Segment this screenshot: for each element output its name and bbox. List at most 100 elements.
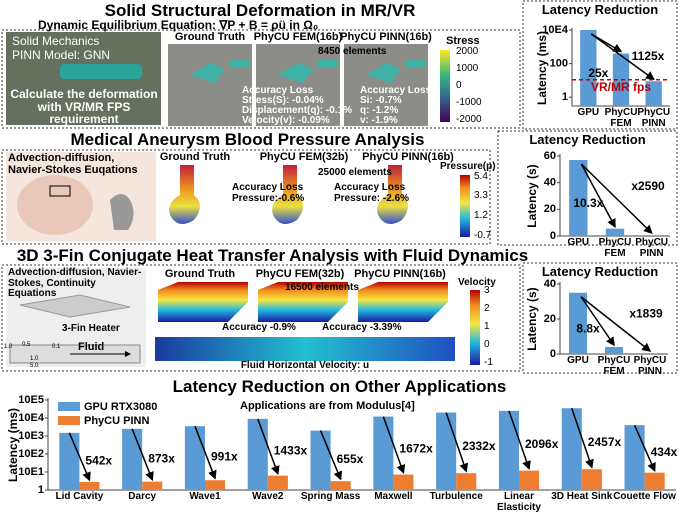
y-tick-label: 10E3: [18, 430, 44, 442]
ratio-label: 2457x: [588, 435, 622, 449]
bar: [142, 482, 162, 490]
y-tick-label: 10E2: [18, 448, 44, 460]
x-tick-label: PhyCU FEM: [597, 238, 634, 259]
legend-label: GPU RTX3080: [84, 401, 157, 413]
bar: [248, 419, 268, 490]
colorbar-tick: 2000: [456, 47, 478, 58]
chart-title: Latency Reduction: [498, 133, 677, 147]
x-tick-label: GPU: [560, 356, 596, 367]
ratio-label: 2096x: [525, 437, 559, 451]
bar: [605, 347, 623, 354]
bar: [122, 429, 142, 490]
accuracy: Velocity(v): -0.09%: [242, 116, 330, 127]
dimension: 0.1: [52, 344, 60, 350]
ratio-label: 10.3x: [573, 196, 603, 210]
ratio-label: 1125x: [632, 49, 665, 63]
y-tick-label: 100: [550, 58, 568, 70]
colorbar-tick: -1: [484, 358, 493, 369]
x-tick-label: PhyCU PINN: [633, 238, 670, 259]
ratio-label: 8.8x: [576, 322, 600, 336]
ratio-label: 873x: [148, 451, 175, 465]
colorbar-label: Velocity: [458, 278, 496, 289]
column-label: PhyCU FEM(16b): [248, 32, 348, 44]
ratio-label: 1672x: [399, 442, 433, 456]
bar: [205, 480, 225, 490]
dimension: 1.0: [30, 356, 38, 362]
bar: [185, 426, 205, 490]
diagram-label: 3-Fin Heater: [62, 324, 120, 335]
y-tick-label: 0: [550, 230, 556, 242]
ratio-label: 542x: [85, 454, 112, 468]
colorbar-tick: 0: [456, 81, 462, 92]
legend-label: PhyCU PINN: [84, 415, 149, 427]
legend-swatch: [58, 402, 80, 411]
y-tick-label: 10E1: [18, 466, 44, 478]
intro-text: PINN Model: GNN: [12, 49, 110, 62]
intro-text: Solid Mechanics: [12, 35, 99, 48]
bar: [311, 431, 331, 490]
chart-title: Latency Reduction: [523, 265, 677, 279]
ratio-label: 2332x: [462, 439, 496, 453]
colorbar-tick: 3.3: [474, 191, 488, 202]
x-tick-label: Darcy: [111, 492, 174, 503]
bar: [645, 473, 665, 490]
column-label: Ground Truth: [160, 32, 260, 44]
x-tick-label: Linear Elasticity: [488, 492, 551, 513]
y-tick-label: 40: [544, 278, 556, 290]
colorbar-tick: 2: [484, 304, 490, 315]
colorbar-tick: -2000: [456, 115, 482, 126]
diagram-label: Fluid: [78, 342, 104, 354]
y-tick-label: 1: [562, 91, 568, 103]
accuracy: Accuracy Loss: [232, 183, 303, 194]
accuracy: Pressure: -2.6%: [334, 194, 409, 205]
y-axis-label: Latency (ms): [535, 31, 549, 105]
legend-swatch: [58, 416, 80, 425]
intro-text: Calculate the deformation with VR/MR FPS…: [10, 88, 158, 126]
colorbar-tick: 1000: [456, 64, 478, 75]
column-label: PhyCU FEM(32b): [254, 152, 354, 164]
ratio-label: 991x: [211, 449, 238, 463]
x-tick-label: Turbulence: [425, 492, 488, 503]
intro-text: Advection-diffusion, Navier-Stokes Euqat…: [8, 153, 153, 176]
y-tick-label: 20: [544, 203, 556, 215]
y-tick-label: 10E4: [542, 24, 569, 36]
ratio-label: 434x: [651, 445, 678, 459]
ratio-label: 25x: [588, 66, 608, 80]
equation: Dynamic Equilibrium Equation: ∇P + B = ρ…: [38, 19, 318, 32]
bar: [436, 413, 456, 490]
y-tick-label: 0: [550, 348, 556, 360]
colorbar-tick: -0.7: [474, 231, 491, 242]
colorbar-tick: 0: [484, 340, 490, 351]
bar: [456, 473, 476, 490]
ratio-label: 1433x: [274, 443, 308, 457]
y-tick-label: 1: [38, 484, 44, 496]
threshold-label: VR/MR fps: [591, 80, 651, 94]
y-tick-label: 40: [544, 177, 556, 189]
ratio-label: 655x: [337, 452, 364, 466]
elements: 8450 elements: [318, 47, 386, 58]
x-tick-label: PhyCU FEM: [605, 108, 638, 129]
colorbar-tick: 1.2: [474, 211, 488, 222]
colorbar-tick: 3: [484, 286, 490, 297]
accuracy: Accuracy Loss: [334, 183, 405, 194]
accuracy: v: -1.9%: [360, 116, 398, 127]
bar: [606, 229, 624, 236]
colorbar-tick: 1: [484, 322, 490, 333]
x-tick-label: Maxwell: [362, 492, 425, 503]
y-tick-label: 60: [544, 150, 556, 162]
column-label: PhyCU PINN(16b): [336, 32, 436, 44]
intro-text: Advection-diffusion, Navier-Stokes, Cont…: [8, 268, 146, 300]
bar: [79, 482, 99, 490]
bar: [331, 481, 351, 490]
x-tick-label: GPU: [572, 108, 605, 119]
accuracy: Pressure:-0.6%: [232, 194, 304, 205]
ratio-label: x2590: [631, 179, 665, 193]
elements: 16500 elements: [285, 283, 359, 294]
bar: [59, 433, 79, 490]
x-tick-label: Couette Flow: [613, 492, 676, 503]
accuracy: Accuracy -0.9%: [222, 323, 296, 334]
x-tick-label: Wave1: [174, 492, 237, 503]
bar: [268, 476, 288, 490]
ratio-label: x1839: [629, 306, 663, 320]
panel-title: Medical Aneurysm Blood Pressure Analysis: [0, 131, 495, 149]
